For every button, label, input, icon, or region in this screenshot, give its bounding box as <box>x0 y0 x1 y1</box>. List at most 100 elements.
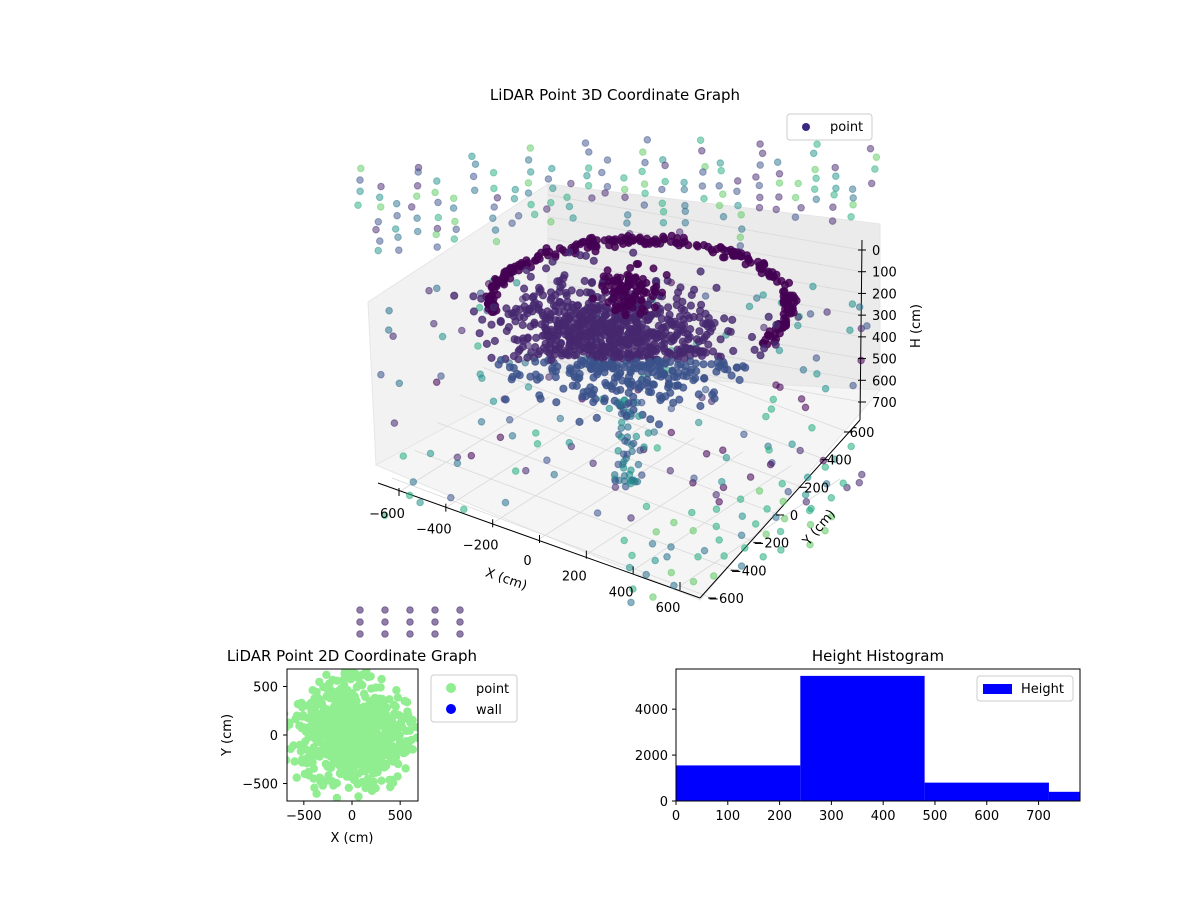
point-3d <box>686 301 696 310</box>
z-tick-label-3d: 300 <box>872 309 897 324</box>
point-3d <box>434 213 443 222</box>
point-3d <box>696 267 705 276</box>
point-3d <box>547 198 555 207</box>
grid-line-y <box>391 477 713 599</box>
point-2d <box>377 776 386 785</box>
point-3d <box>638 471 646 479</box>
point-2d <box>306 727 316 736</box>
point-3d <box>526 168 535 176</box>
point-2d <box>395 711 404 720</box>
point-3d <box>565 341 574 350</box>
point-3d <box>764 331 773 340</box>
point-3d <box>741 544 749 552</box>
point-3d <box>708 248 718 257</box>
point-3d <box>813 140 821 148</box>
point-3d <box>681 207 690 216</box>
point-3d <box>719 212 728 221</box>
point-3d <box>626 479 635 488</box>
point-3d <box>527 348 536 357</box>
point-2d <box>353 737 362 747</box>
point-3d <box>712 283 721 292</box>
point-3d <box>616 400 625 409</box>
point-3d <box>712 522 721 531</box>
point-3d <box>385 306 393 315</box>
point-3d <box>536 394 545 403</box>
point-3d <box>624 379 633 388</box>
point-3d <box>356 606 364 614</box>
point-3d <box>452 225 461 234</box>
point-3d <box>687 365 696 374</box>
point-3d <box>508 432 517 440</box>
point-3d <box>561 348 571 357</box>
point-3d <box>872 153 881 161</box>
y-tick-label-hist: 2000 <box>635 749 668 764</box>
point-3d <box>475 329 484 338</box>
point-3d <box>395 379 404 388</box>
y-tick-label-3d: −600 <box>708 592 744 607</box>
point-3d <box>493 290 502 299</box>
point-3d <box>698 182 707 190</box>
point-3d <box>591 319 600 328</box>
point-3d <box>637 281 646 290</box>
point-3d <box>406 630 414 638</box>
point-3d <box>572 309 581 318</box>
point-3d <box>672 294 681 303</box>
point-3d <box>587 278 597 287</box>
point-2d <box>323 762 332 771</box>
point-3d <box>736 242 745 250</box>
point-3d <box>756 140 764 148</box>
point-3d <box>549 184 557 193</box>
point-3d <box>522 466 530 475</box>
point-3d <box>670 518 678 527</box>
point-2d <box>394 730 404 739</box>
points-2d <box>287 669 418 801</box>
point-3d <box>512 304 521 313</box>
point-3d <box>585 148 593 156</box>
point-3d <box>628 233 637 242</box>
histogram-bar <box>676 765 801 801</box>
point-3d <box>752 173 760 181</box>
chart-3d-title: LiDAR Point 3D Coordinate Graph <box>490 86 740 104</box>
point-3d <box>606 382 616 391</box>
point-3d <box>651 556 660 565</box>
point-3d <box>676 360 685 369</box>
point-3d <box>554 308 563 317</box>
point-3d <box>526 272 535 281</box>
point-3d <box>490 184 498 193</box>
point-3d <box>450 291 459 300</box>
point-2d <box>392 686 401 695</box>
point-3d <box>641 158 649 167</box>
point-2d <box>371 683 380 692</box>
point-3d <box>431 188 439 197</box>
point-3d <box>627 598 635 607</box>
point-3d <box>565 248 574 257</box>
point-3d <box>809 149 818 158</box>
point-3d <box>830 455 839 464</box>
point-2d <box>335 730 344 739</box>
point-3d <box>681 367 690 376</box>
point-2d <box>297 755 307 764</box>
point-3d <box>456 630 464 638</box>
point-2d <box>324 724 333 734</box>
ticks-2d: −500 0 500 500 0 −500 <box>242 680 412 824</box>
point-3d <box>506 274 515 283</box>
point-2d <box>340 680 349 689</box>
point-3d <box>680 237 689 246</box>
point-3d <box>760 344 769 353</box>
y-tick-label-hist: 4000 <box>635 703 668 718</box>
point-3d <box>374 246 383 255</box>
point-3d <box>621 437 629 445</box>
point-3d <box>381 630 389 638</box>
point-3d <box>623 211 632 219</box>
point-3d <box>589 294 598 303</box>
point-3d <box>584 181 593 190</box>
point-3d <box>458 326 466 335</box>
point-3d <box>620 174 628 182</box>
point-3d <box>771 340 780 349</box>
point-3d <box>656 396 665 405</box>
point-3d <box>550 470 559 479</box>
point-3d <box>764 312 773 321</box>
point-3d <box>399 452 408 460</box>
point-3d <box>655 308 665 317</box>
point-3d <box>708 347 718 356</box>
